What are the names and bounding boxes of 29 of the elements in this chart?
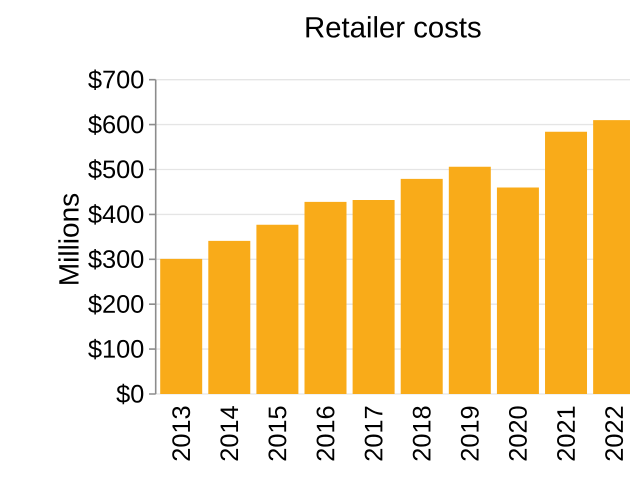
bar — [448, 166, 491, 394]
y-tick-label: $0 — [116, 384, 144, 404]
bar — [160, 258, 202, 394]
bar — [545, 132, 588, 394]
bar — [304, 202, 346, 394]
y-tick-label: $100 — [88, 338, 144, 360]
bar — [400, 178, 443, 394]
bar — [208, 240, 250, 394]
y-tick-label: $300 — [88, 249, 144, 270]
y-tick-label: $500 — [88, 159, 144, 180]
y-tick-label: $700 — [88, 69, 144, 90]
chart-title: Retailer costs — [306, 16, 481, 38]
x-tick-label: 2017 — [364, 406, 383, 460]
y-tick-label: $400 — [88, 204, 144, 225]
x-tick-label: 2016 — [316, 406, 334, 460]
bar — [496, 187, 539, 394]
x-tick-label: 2018 — [412, 406, 431, 460]
x-tick-label: 2014 — [220, 406, 238, 460]
y-axis-title: Millions — [58, 194, 79, 284]
x-tick-label: 2020 — [508, 406, 527, 460]
bar — [256, 224, 298, 394]
y-tick-label: $200 — [88, 294, 144, 314]
y-tick-label: $600 — [88, 114, 144, 135]
x-tick-label: 2022 — [605, 406, 624, 460]
x-tick-label: 2015 — [268, 406, 286, 460]
x-tick-label: 2013 — [172, 406, 190, 460]
x-tick-label: 2021 — [557, 406, 575, 460]
bar — [352, 200, 395, 394]
x-tick-label: 2019 — [460, 406, 479, 460]
